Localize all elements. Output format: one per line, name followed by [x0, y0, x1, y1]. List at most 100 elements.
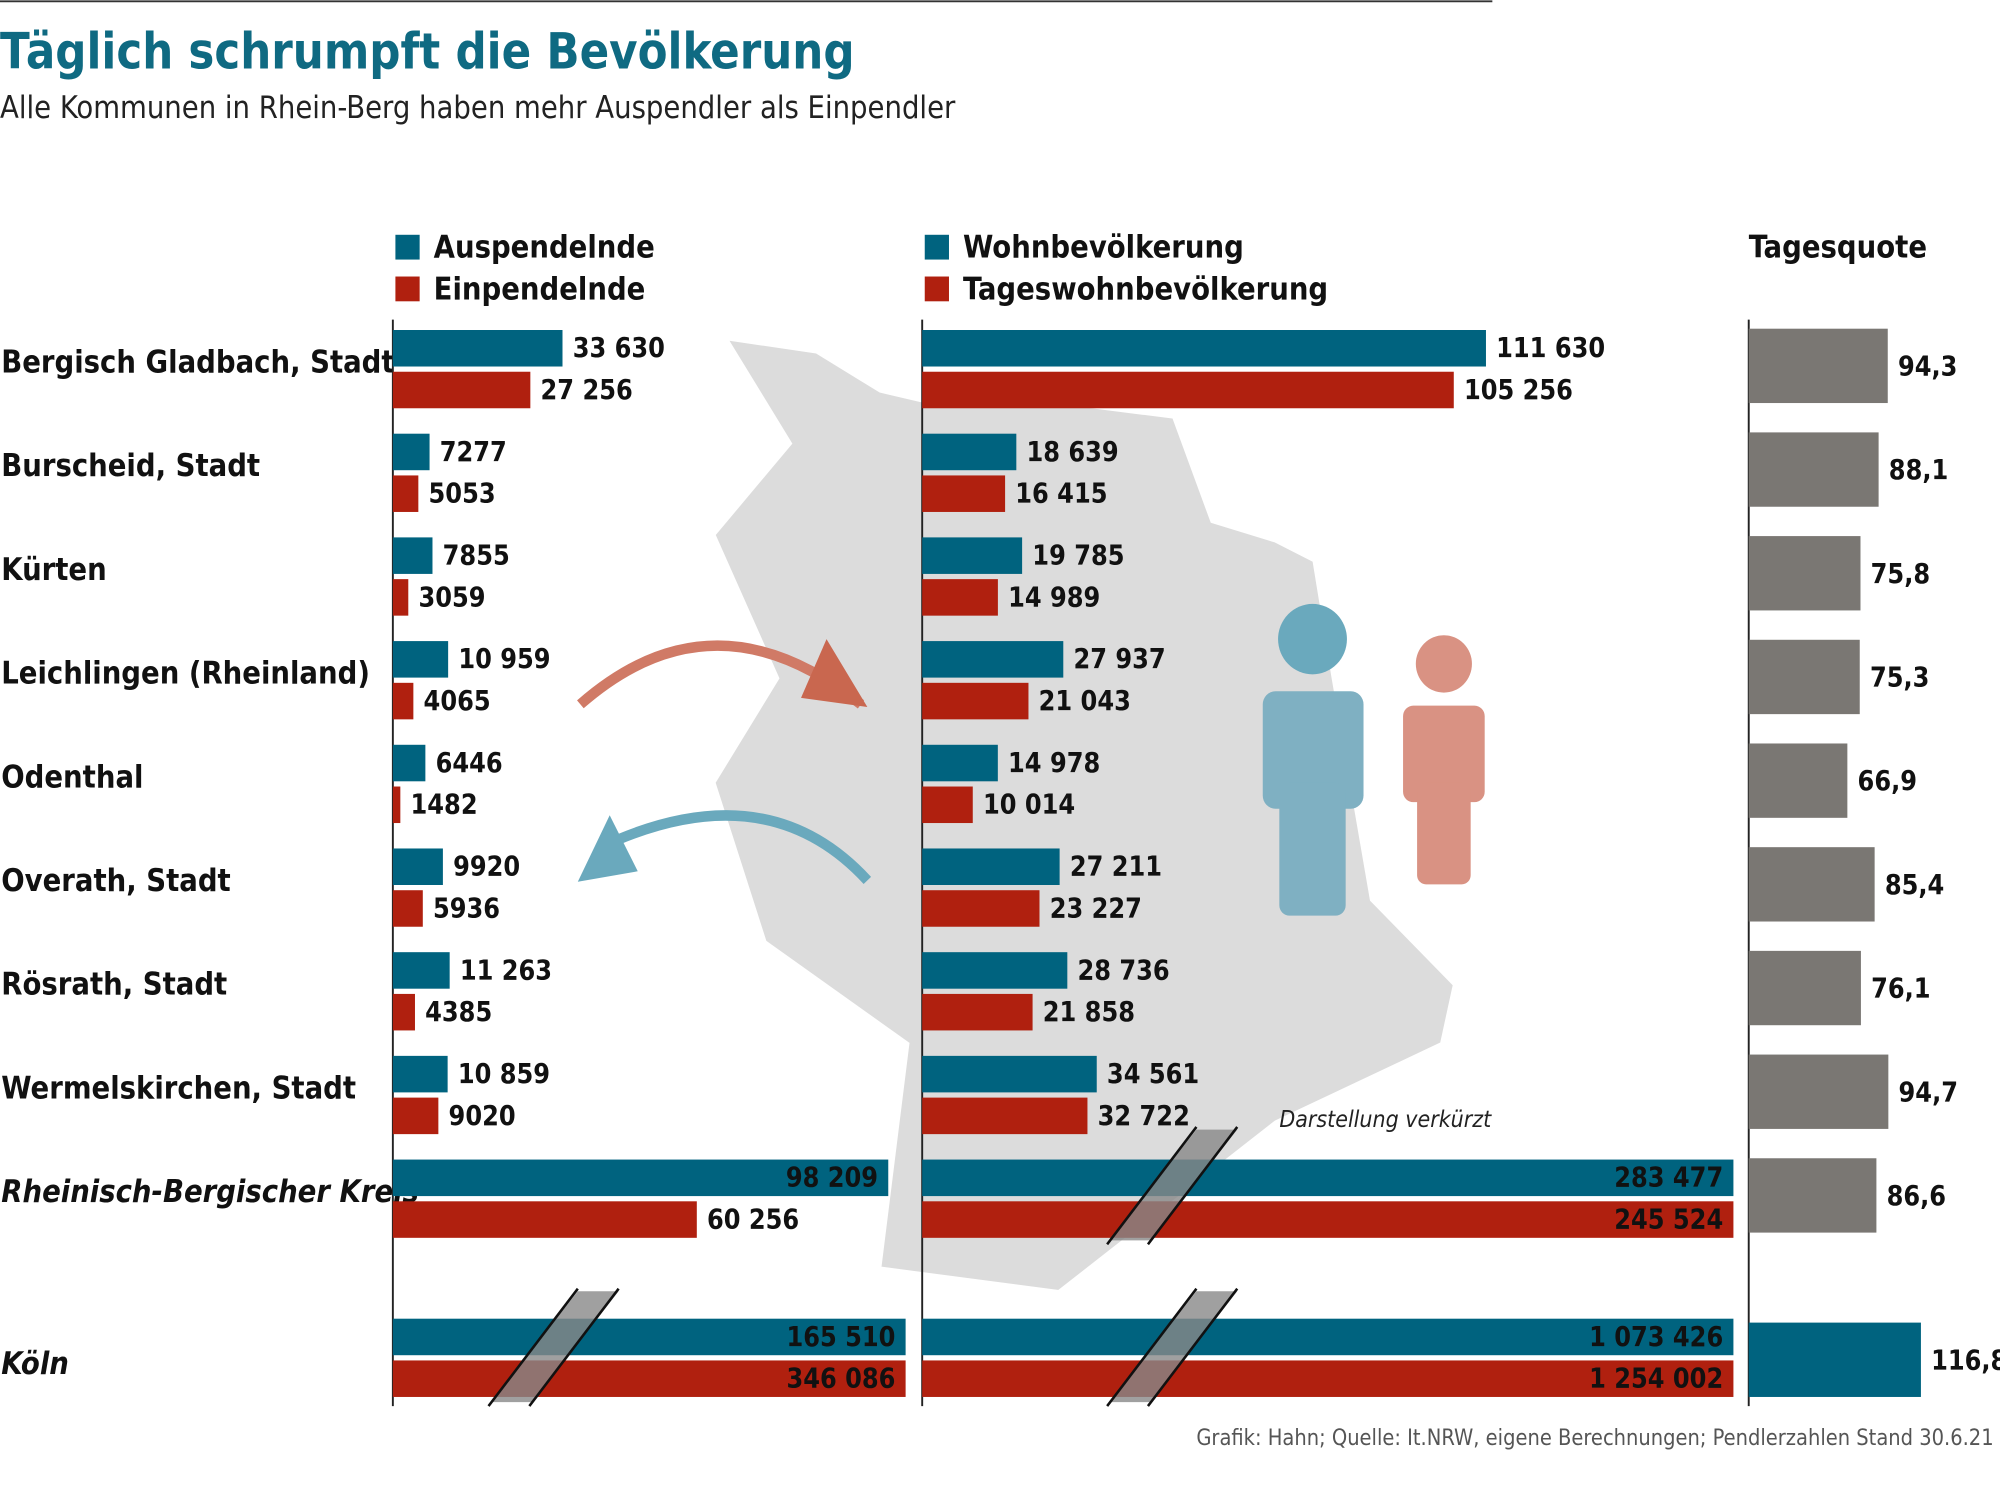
source: Grafik: Hahn; Quelle: It.NRW, eigene Ber… — [1196, 1426, 1993, 1451]
bar — [392, 537, 433, 574]
value-label: 11 263 — [460, 955, 552, 986]
bar — [922, 744, 998, 782]
category-label: Rheinisch-Bergischer Kreis — [1, 1174, 419, 1210]
value-label: 14 978 — [1008, 748, 1100, 779]
person-icon — [1415, 635, 1472, 693]
person-icon — [1403, 705, 1485, 803]
category-label: Kürten — [1, 552, 106, 588]
value-label: 116,8 — [1931, 1345, 2000, 1376]
category-label: Overath, Stadt — [1, 863, 230, 899]
value-label: 34 561 — [1107, 1059, 1199, 1090]
bar — [922, 433, 1017, 471]
bar — [392, 433, 430, 471]
value-label: 19 785 — [1032, 540, 1124, 571]
value-label: 7277 — [440, 437, 507, 468]
bar — [392, 579, 409, 616]
value-label: 66,9 — [1858, 766, 1917, 797]
category-label: Bergisch Gladbach, Stadt — [1, 344, 394, 380]
bar — [392, 786, 401, 824]
value-label: 14 989 — [1008, 582, 1100, 613]
bar — [392, 1318, 906, 1356]
value-label: 10 959 — [458, 644, 550, 675]
person-icon — [1417, 782, 1471, 885]
bar — [922, 475, 1006, 512]
bar — [392, 1097, 439, 1135]
value-label: 28 736 — [1078, 955, 1170, 986]
bar — [1748, 1158, 1877, 1233]
value-label: 111 630 — [1496, 333, 1605, 364]
value-label: 7855 — [443, 540, 510, 571]
category-label: Burscheid, Stadt — [1, 448, 260, 484]
value-label: 283 477 — [1614, 1162, 1723, 1193]
bar — [922, 1318, 1734, 1356]
bar — [392, 1159, 889, 1197]
legend-label: Tageswohnbevölkerung — [963, 271, 1328, 307]
person-icon — [1262, 691, 1364, 809]
person-icon — [1278, 603, 1347, 675]
value-label: 75,3 — [1870, 662, 1929, 693]
value-label: 5936 — [433, 893, 500, 924]
break-line — [1106, 1287, 1198, 1407]
bar — [392, 330, 563, 367]
value-label: 165 510 — [786, 1322, 895, 1353]
arrow-head — [801, 639, 868, 707]
bar — [1748, 639, 1860, 715]
value-label: 10 014 — [983, 789, 1075, 820]
bar — [392, 952, 450, 989]
subtitle: Alle Kommunen in Rhein-Berg haben mehr A… — [0, 90, 956, 126]
category-label: Köln — [1, 1346, 69, 1382]
break-line — [1146, 1126, 1239, 1246]
bar — [922, 1360, 1734, 1397]
arrow-head — [577, 815, 638, 882]
bar — [1748, 328, 1888, 404]
legend-swatch — [924, 234, 949, 260]
value-label: 6446 — [436, 748, 503, 779]
value-label: 88,1 — [1889, 455, 1948, 486]
value-label: 27 211 — [1070, 851, 1162, 882]
bar — [922, 848, 1060, 885]
value-label: 60 256 — [707, 1204, 799, 1235]
category-label: Rösrath, Stadt — [1, 966, 227, 1002]
bar — [922, 1159, 1734, 1197]
bar — [922, 1097, 1088, 1135]
value-label: 16 415 — [1015, 478, 1107, 509]
value-label: 76,1 — [1871, 973, 1930, 1004]
annotation: Darstellung verkürzt — [1279, 1106, 1492, 1133]
value-label: 86,6 — [1887, 1181, 1946, 1212]
value-label: 9920 — [453, 851, 520, 882]
bar — [1748, 1054, 1889, 1129]
legend-label: Einpendelnde — [434, 271, 646, 307]
bar — [392, 1055, 448, 1093]
bar — [922, 1055, 1097, 1093]
value-label: 27 937 — [1073, 644, 1165, 675]
value-label: 105 256 — [1464, 375, 1573, 406]
value-label: 4065 — [424, 686, 491, 717]
value-label: 1482 — [411, 789, 478, 820]
value-label: 21 858 — [1043, 997, 1135, 1028]
break-line — [487, 1287, 579, 1407]
value-label: 27 256 — [541, 375, 633, 406]
bar — [392, 371, 531, 409]
category-label: Wermelskirchen, Stadt — [1, 1070, 356, 1106]
break-band — [1109, 1291, 1238, 1403]
legend-swatch — [924, 276, 949, 302]
value-label: 33 630 — [573, 333, 665, 364]
bar — [392, 682, 414, 720]
bar — [922, 952, 1068, 989]
bar — [392, 475, 419, 512]
arrow-out — [597, 810, 872, 885]
value-label: 3059 — [418, 582, 485, 613]
break-line — [528, 1287, 620, 1407]
break-band — [1109, 1129, 1238, 1241]
value-label: 10 859 — [458, 1059, 550, 1090]
value-label: 4385 — [425, 997, 492, 1028]
break-band — [491, 1291, 619, 1403]
break-line — [1146, 1287, 1239, 1407]
bar — [922, 330, 1486, 367]
bar — [392, 890, 423, 927]
category-label: Leichlingen (Rheinland) — [1, 655, 370, 691]
bar — [392, 848, 443, 885]
bar — [392, 744, 426, 782]
person-icon — [1279, 782, 1346, 916]
